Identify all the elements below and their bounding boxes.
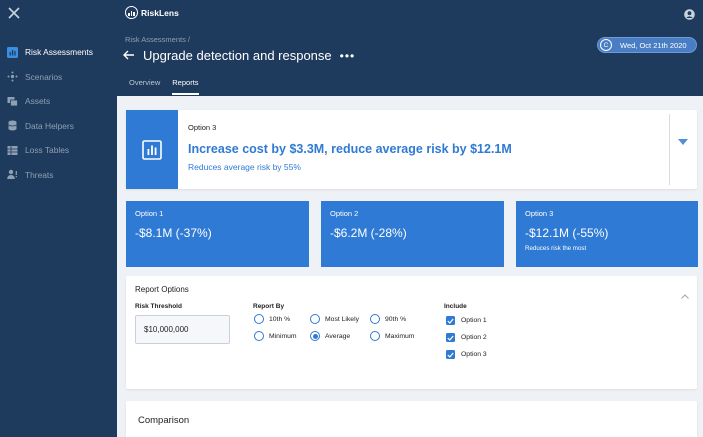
back-arrow-icon[interactable] bbox=[123, 48, 135, 63]
radio-average[interactable]: Average bbox=[310, 331, 350, 341]
date-badge[interactable]: C Wed, Oct 21th 2020 bbox=[597, 37, 697, 53]
comparison-title: Comparison bbox=[138, 415, 190, 426]
bar-chart-icon bbox=[142, 139, 162, 160]
assets-icon bbox=[6, 95, 18, 107]
radio-90th-percentile[interactable]: 90th % bbox=[370, 314, 406, 324]
radio-label: Maximum bbox=[385, 332, 415, 340]
user-icon[interactable] bbox=[684, 7, 695, 20]
brand-name: RiskLens bbox=[141, 7, 179, 18]
option-label: Option 3 bbox=[188, 123, 217, 132]
database-icon bbox=[6, 120, 18, 132]
option-headline: Increase cost by $3.3M, reduce average r… bbox=[188, 142, 512, 156]
date-label: Wed, Oct 21th 2020 bbox=[620, 40, 687, 50]
radio-circle bbox=[370, 331, 380, 341]
radio-10th-percentile[interactable]: 10th % bbox=[254, 314, 290, 324]
sidebar-item-label: Assets bbox=[25, 96, 51, 107]
option-card-value: -$12.1M (-55%) bbox=[525, 226, 609, 240]
option-subtext: Reduces average risk by 55% bbox=[188, 162, 301, 172]
radio-label: 10th % bbox=[269, 315, 291, 323]
radio-circle bbox=[254, 331, 264, 341]
sidebar-item-risk-assessments[interactable]: Risk Assessments bbox=[0, 40, 117, 65]
chart-square bbox=[126, 110, 178, 189]
radio-circle bbox=[310, 314, 320, 324]
divider bbox=[669, 114, 670, 185]
more-options-icon[interactable]: ••• bbox=[339, 48, 356, 63]
radio-circle bbox=[370, 314, 380, 324]
checkbox-label: Option 3 bbox=[461, 351, 487, 358]
include-option-2-checkbox[interactable]: Option 2 bbox=[446, 333, 487, 342]
sidebar-item-label: Risk Assessments bbox=[25, 47, 93, 58]
sidebar-item-loss-tables[interactable]: Loss Tables bbox=[0, 138, 117, 163]
report-by-label: Report By bbox=[253, 303, 285, 310]
radio-circle bbox=[254, 314, 264, 324]
radio-label: Minimum bbox=[269, 332, 297, 340]
table-icon bbox=[6, 144, 18, 156]
risk-threshold-input[interactable] bbox=[135, 315, 230, 344]
radio-label: Most Likely bbox=[325, 315, 359, 323]
page-title: Upgrade detection and response bbox=[143, 48, 332, 63]
radio-circle-selected bbox=[310, 331, 320, 341]
option-card-title: Option 2 bbox=[330, 209, 359, 218]
sidebar-item-label: Loss Tables bbox=[25, 145, 70, 156]
include-label: Include bbox=[444, 303, 467, 310]
checkbox-label: Option 1 bbox=[461, 317, 487, 324]
checkmark-icon bbox=[446, 333, 455, 342]
tab-overview[interactable]: Overview bbox=[129, 78, 161, 87]
radio-maximum[interactable]: Maximum bbox=[370, 331, 414, 341]
brand-logo[interactable]: RiskLens bbox=[125, 6, 179, 19]
close-icon[interactable] bbox=[7, 6, 21, 20]
checkmark-icon bbox=[446, 316, 455, 325]
option-card-note: Reduces risk the most bbox=[525, 245, 587, 252]
sidebar-item-threats[interactable]: Threats bbox=[0, 163, 117, 188]
option-card-2[interactable]: Option 2 -$6.2M (-28%) bbox=[321, 201, 504, 267]
option-card-value: -$8.1M (-37%) bbox=[135, 226, 212, 240]
option-card-1[interactable]: Option 1 -$8.1M (-37%) bbox=[126, 201, 309, 267]
option-card-3[interactable]: Option 3 -$12.1M (-55%) Reduces risk the… bbox=[516, 201, 698, 267]
sidebar-item-assets[interactable]: Assets bbox=[0, 89, 117, 114]
risk-threshold-label: Risk Threshold bbox=[135, 303, 182, 310]
radio-label: 90th % bbox=[385, 315, 407, 323]
radio-minimum[interactable]: Minimum bbox=[254, 331, 297, 341]
chevron-down-icon[interactable] bbox=[678, 132, 688, 145]
checkbox-label: Option 2 bbox=[461, 334, 487, 341]
sidebar-item-data-helpers[interactable]: Data Helpers bbox=[0, 114, 117, 139]
report-options-card: Report Options Risk Threshold Report By … bbox=[126, 276, 697, 389]
radio-label: Average bbox=[325, 332, 351, 340]
header: RiskLens Risk Assessments / Upgrade dete… bbox=[117, 0, 703, 96]
include-option-1-checkbox[interactable]: Option 1 bbox=[446, 316, 487, 325]
report-options-title: Report Options bbox=[135, 285, 189, 294]
radio-most-likely[interactable]: Most Likely bbox=[310, 314, 359, 324]
sidebar-item-label: Threats bbox=[25, 169, 54, 180]
calendar-badge-icon: C bbox=[600, 39, 612, 51]
page-title-row: Upgrade detection and response ••• bbox=[123, 48, 355, 63]
sidebar: Risk Assessments Scenarios Assets Data H… bbox=[0, 0, 117, 437]
risklens-logo-icon bbox=[125, 6, 138, 19]
checkmark-icon bbox=[446, 350, 455, 359]
breadcrumb[interactable]: Risk Assessments / bbox=[125, 35, 191, 44]
tab-reports[interactable]: Reports bbox=[172, 78, 199, 95]
scenarios-icon bbox=[6, 71, 18, 83]
option-card-title: Option 3 bbox=[525, 209, 554, 218]
tabs: Overview Reports bbox=[129, 78, 211, 95]
report-icon bbox=[6, 46, 18, 58]
include-option-3-checkbox[interactable]: Option 3 bbox=[446, 350, 487, 359]
option-card-value: -$6.2M (-28%) bbox=[330, 226, 407, 240]
chevron-up-icon[interactable] bbox=[681, 286, 689, 299]
sidebar-item-label: Scenarios bbox=[25, 71, 63, 82]
sidebar-nav: Risk Assessments Scenarios Assets Data H… bbox=[0, 40, 117, 187]
threats-icon bbox=[6, 169, 18, 181]
selected-option-card: Option 3 Increase cost by $3.3M, reduce … bbox=[126, 110, 697, 189]
option-card-title: Option 1 bbox=[135, 209, 164, 218]
sidebar-item-scenarios[interactable]: Scenarios bbox=[0, 65, 117, 90]
sidebar-item-label: Data Helpers bbox=[25, 120, 74, 131]
comparison-card: Comparison bbox=[126, 401, 697, 437]
